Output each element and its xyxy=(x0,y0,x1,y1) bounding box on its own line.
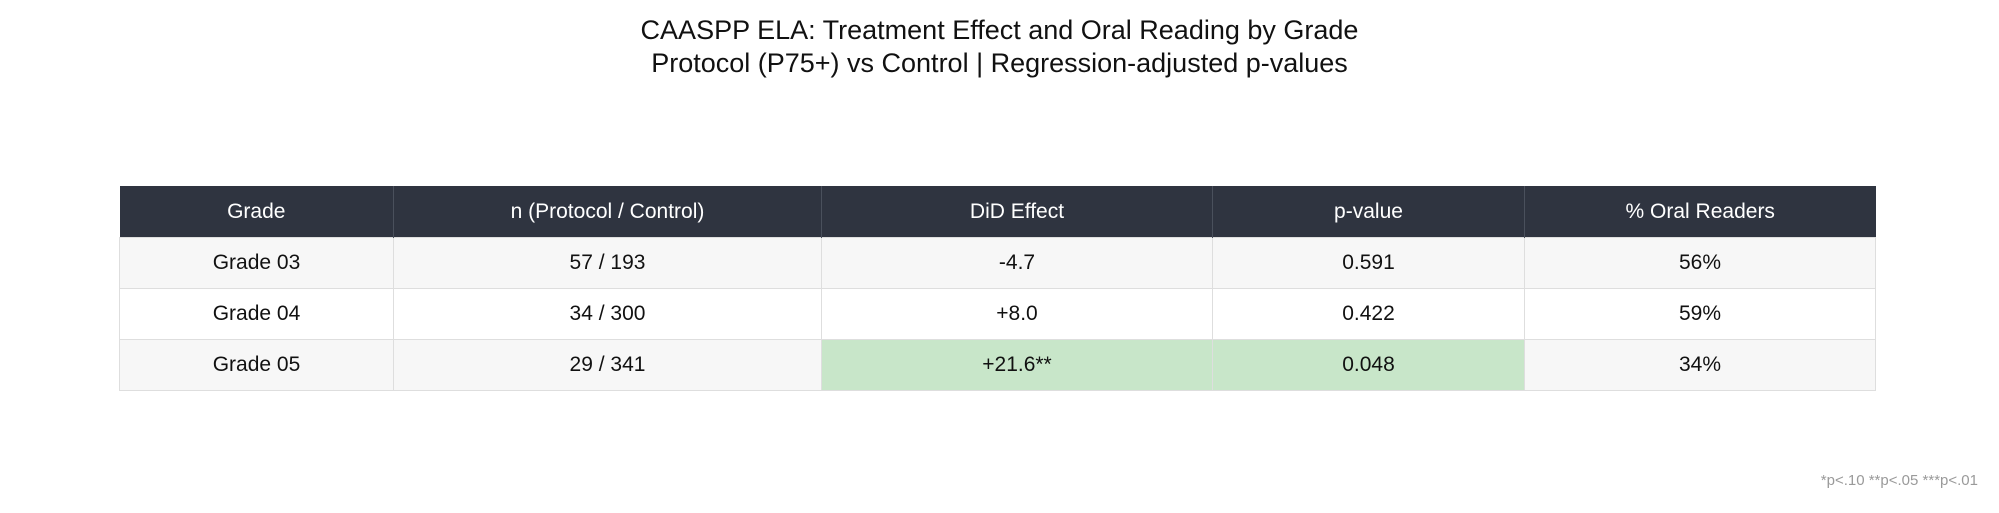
cell-grade: Grade 04 xyxy=(119,288,394,340)
results-table: Grade n (Protocol / Control) DiD Effect … xyxy=(119,186,1876,391)
column-header-oral-readers: % Oral Readers xyxy=(1524,186,1876,238)
chart-title: CAASPP ELA: Treatment Effect and Oral Re… xyxy=(640,15,1359,45)
cell-p-value: 0.422 xyxy=(1212,288,1525,340)
chart-title-block: CAASPP ELA: Treatment Effect and Oral Re… xyxy=(0,14,1999,80)
cell-oral-readers: 56% xyxy=(1524,237,1876,289)
table-row: Grade 05 29 / 341 +21.6** 0.048 34% xyxy=(119,339,1876,391)
header-row: Grade n (Protocol / Control) DiD Effect … xyxy=(119,186,1876,238)
table-row: Grade 03 57 / 193 -4.7 0.591 56% xyxy=(119,237,1876,289)
cell-did-effect: +8.0 xyxy=(821,288,1213,340)
cell-did-effect: -4.7 xyxy=(821,237,1213,289)
cell-n: 57 / 193 xyxy=(393,237,822,289)
table-body: Grade 03 57 / 193 -4.7 0.591 56% Grade 0… xyxy=(119,237,1876,391)
significance-footnote: *p<.10 **p<.05 ***p<.01 xyxy=(1820,472,1978,489)
cell-oral-readers: 34% xyxy=(1524,339,1876,391)
cell-oral-readers: 59% xyxy=(1524,288,1876,340)
table-row: Grade 04 34 / 300 +8.0 0.422 59% xyxy=(119,288,1876,340)
table-header: Grade n (Protocol / Control) DiD Effect … xyxy=(119,186,1876,238)
cell-grade: Grade 05 xyxy=(119,339,394,391)
column-header-grade: Grade xyxy=(119,186,394,238)
column-header-n: n (Protocol / Control) xyxy=(393,186,822,238)
cell-grade: Grade 03 xyxy=(119,237,394,289)
cell-n: 34 / 300 xyxy=(393,288,822,340)
cell-n: 29 / 341 xyxy=(393,339,822,391)
cell-p-value: 0.048 xyxy=(1212,339,1525,391)
column-header-p-value: p-value xyxy=(1212,186,1525,238)
cell-did-effect: +21.6** xyxy=(821,339,1213,391)
cell-p-value: 0.591 xyxy=(1212,237,1525,289)
chart-subtitle: Protocol (P75+) vs Control | Regression-… xyxy=(651,48,1348,78)
column-header-did-effect: DiD Effect xyxy=(821,186,1213,238)
